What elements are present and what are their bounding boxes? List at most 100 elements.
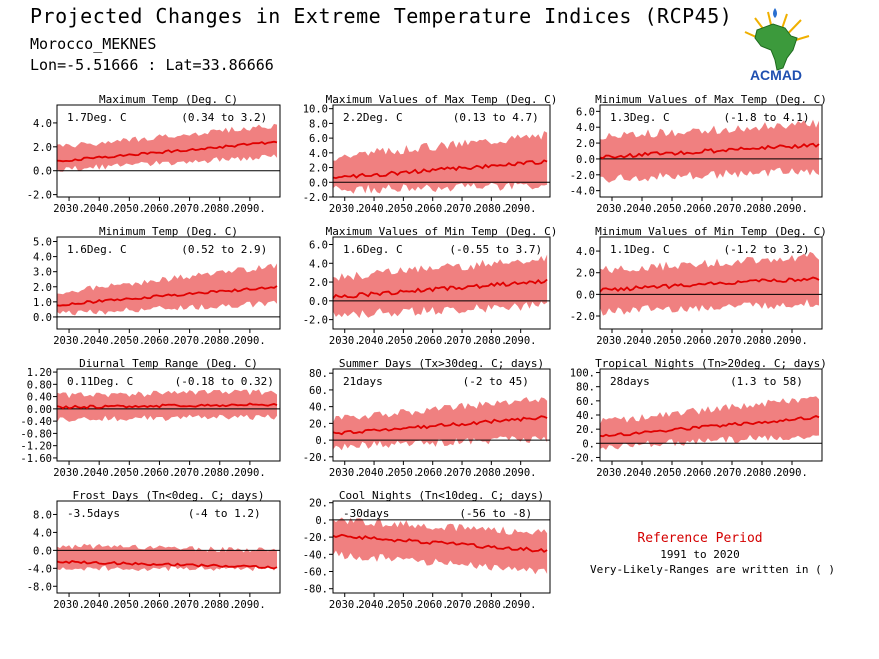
- panel-4: 0.01.02.03.04.05.02030.2040.2050.2060.20…: [33, 225, 281, 347]
- x-tick-label: 2040.: [83, 335, 115, 347]
- range-band: [333, 254, 548, 319]
- x-tick-label: 2050.: [388, 599, 420, 611]
- y-tick-label: 0.: [582, 438, 595, 450]
- range-band: [57, 123, 277, 172]
- x-tick-label: 2060.: [686, 467, 718, 479]
- panel-range: (-0.55 to 3.7): [449, 243, 542, 256]
- y-tick-label: -4.0: [27, 563, 52, 575]
- x-tick-label: 2090.: [505, 335, 537, 347]
- y-tick-label: -60.: [303, 567, 328, 579]
- y-tick-label: -20.: [570, 452, 595, 464]
- y-tick-label: 2.0: [33, 142, 52, 154]
- y-tick-label: 0.: [315, 435, 328, 447]
- x-tick-label: 2030.: [53, 335, 85, 347]
- x-tick-label: 2030.: [53, 203, 85, 215]
- x-tick-label: 2040.: [358, 335, 390, 347]
- panel-range: (1.3 to 58): [730, 375, 803, 388]
- x-tick-label: 2070.: [446, 335, 478, 347]
- y-tick-label: 0.0: [309, 177, 328, 189]
- x-tick-label: 2080.: [204, 203, 236, 215]
- y-tick-label: -1.20: [20, 441, 52, 453]
- x-tick-label: 2080.: [476, 599, 508, 611]
- acmad-logo: ACMAD: [744, 8, 810, 83]
- y-tick-label: 8.0: [309, 118, 328, 130]
- range-band: [600, 251, 819, 316]
- panel-summary: 2.2Deg. C: [343, 111, 403, 124]
- x-tick-label: 2050.: [388, 203, 420, 215]
- raindrop-icon: [773, 8, 777, 18]
- y-tick-label: 4.0: [309, 258, 328, 270]
- panel-range: (-56 to -8): [459, 507, 532, 520]
- x-tick-label: 2030.: [329, 599, 361, 611]
- panel-9: -20. 0. 20. 40. 60. 80. 100. 2030.2040.2050.206…: [570, 357, 827, 479]
- y-tick-label: -0.80: [20, 428, 52, 440]
- y-tick-label: 0.0: [309, 296, 328, 308]
- y-tick-label: 2.0: [309, 277, 328, 289]
- y-tick-label: 0.: [315, 515, 328, 527]
- panel-1: -2.00.02.04.02030.2040.2050.2060.2070.20…: [27, 93, 281, 215]
- x-tick-label: 2030.: [329, 467, 361, 479]
- y-tick-label: 1.0: [33, 297, 52, 309]
- panel-summary: 1.3Deg. C: [610, 111, 670, 124]
- panel-summary: -3.5days: [67, 507, 120, 520]
- y-tick-label: 4.0: [576, 122, 595, 134]
- panel-7: -1.60-1.20-0.80-0.400.000.400.801.20 2030…: [20, 357, 281, 479]
- y-tick-label: -4.0: [570, 186, 595, 198]
- panel-3: -4.0 -2.0 0.0 2.0 4.0 6.0 2030.2040.2050.2060.…: [570, 93, 827, 215]
- x-tick-label: 2070.: [716, 467, 748, 479]
- x-tick-label: 2030.: [329, 335, 361, 347]
- panel-6: -2.00.02.04.02030.2040.2050.2060.2070.20…: [570, 225, 827, 347]
- y-tick-label: 60.: [309, 385, 328, 397]
- range-band: [57, 263, 277, 316]
- panel-range: (-2 to 45): [463, 375, 529, 388]
- ensemble-mean-line: [599, 415, 820, 438]
- reference-period-title: Reference Period: [637, 531, 763, 546]
- ensemble-mean-line: [599, 142, 820, 160]
- y-tick-label: 0.0: [33, 312, 52, 324]
- y-tick-label: 100.: [570, 368, 595, 380]
- y-tick-label: 2.0: [309, 163, 328, 175]
- x-tick-label: 2040.: [83, 467, 115, 479]
- panel-range: (-1.2 to 3.2): [723, 243, 809, 256]
- x-tick-label: 2080.: [204, 599, 236, 611]
- plot-frame: [56, 368, 281, 462]
- x-tick-label: 2060.: [417, 203, 449, 215]
- ensemble-mean-line: [332, 533, 548, 553]
- x-tick-label: 2080.: [476, 203, 508, 215]
- x-tick-label: 2030.: [329, 203, 361, 215]
- ensemble-mean-line: [56, 285, 278, 307]
- y-tick-label: 0.0: [576, 154, 595, 166]
- y-tick-label: -2.0: [570, 170, 595, 182]
- x-tick-label: 2070.: [716, 203, 748, 215]
- y-tick-label: 0.0: [33, 166, 52, 178]
- panel-10: -8.0 -4.0 0.0 4.0 8.0 2030.2040.2050.2060.207…: [27, 489, 281, 611]
- x-tick-label: 2050.: [656, 467, 688, 479]
- reference-period-years: 1991 to 2020: [660, 548, 740, 561]
- y-tick-label: 20.: [576, 424, 595, 436]
- x-tick-label: 2040.: [626, 335, 658, 347]
- y-tick-label: 0.00: [27, 404, 52, 416]
- x-tick-label: 2090.: [776, 203, 808, 215]
- range-band: [57, 389, 277, 423]
- panel-summary: 0.11Deg. C: [67, 375, 133, 388]
- y-tick-label: 2.0: [33, 282, 52, 294]
- y-tick-label: 0.80: [27, 379, 52, 391]
- x-tick-label: 2080.: [204, 335, 236, 347]
- station-name: Morocco_MEKNES: [30, 35, 157, 53]
- y-tick-label: -0.40: [20, 416, 52, 428]
- x-tick-label: 2040.: [83, 203, 115, 215]
- y-tick-label: -40.: [303, 549, 328, 561]
- x-tick-label: 2060.: [144, 467, 176, 479]
- panel-title: Minimum Values of Max Temp (Deg. C): [595, 93, 827, 106]
- ensemble-mean-line: [56, 560, 278, 570]
- x-tick-label: 2070.: [174, 599, 206, 611]
- x-tick-label: 2030.: [53, 599, 85, 611]
- x-tick-label: 2070.: [446, 599, 478, 611]
- plot-frame: [56, 104, 281, 198]
- x-tick-label: 2060.: [144, 203, 176, 215]
- y-tick-label: 2.0: [576, 268, 595, 280]
- y-tick-label: 20.: [309, 418, 328, 430]
- y-tick-label: 20.: [309, 498, 328, 510]
- panel-title: Cool Nights (Tn<10deg. C; days): [339, 489, 544, 502]
- panel-range: (0.13 to 4.7): [453, 111, 539, 124]
